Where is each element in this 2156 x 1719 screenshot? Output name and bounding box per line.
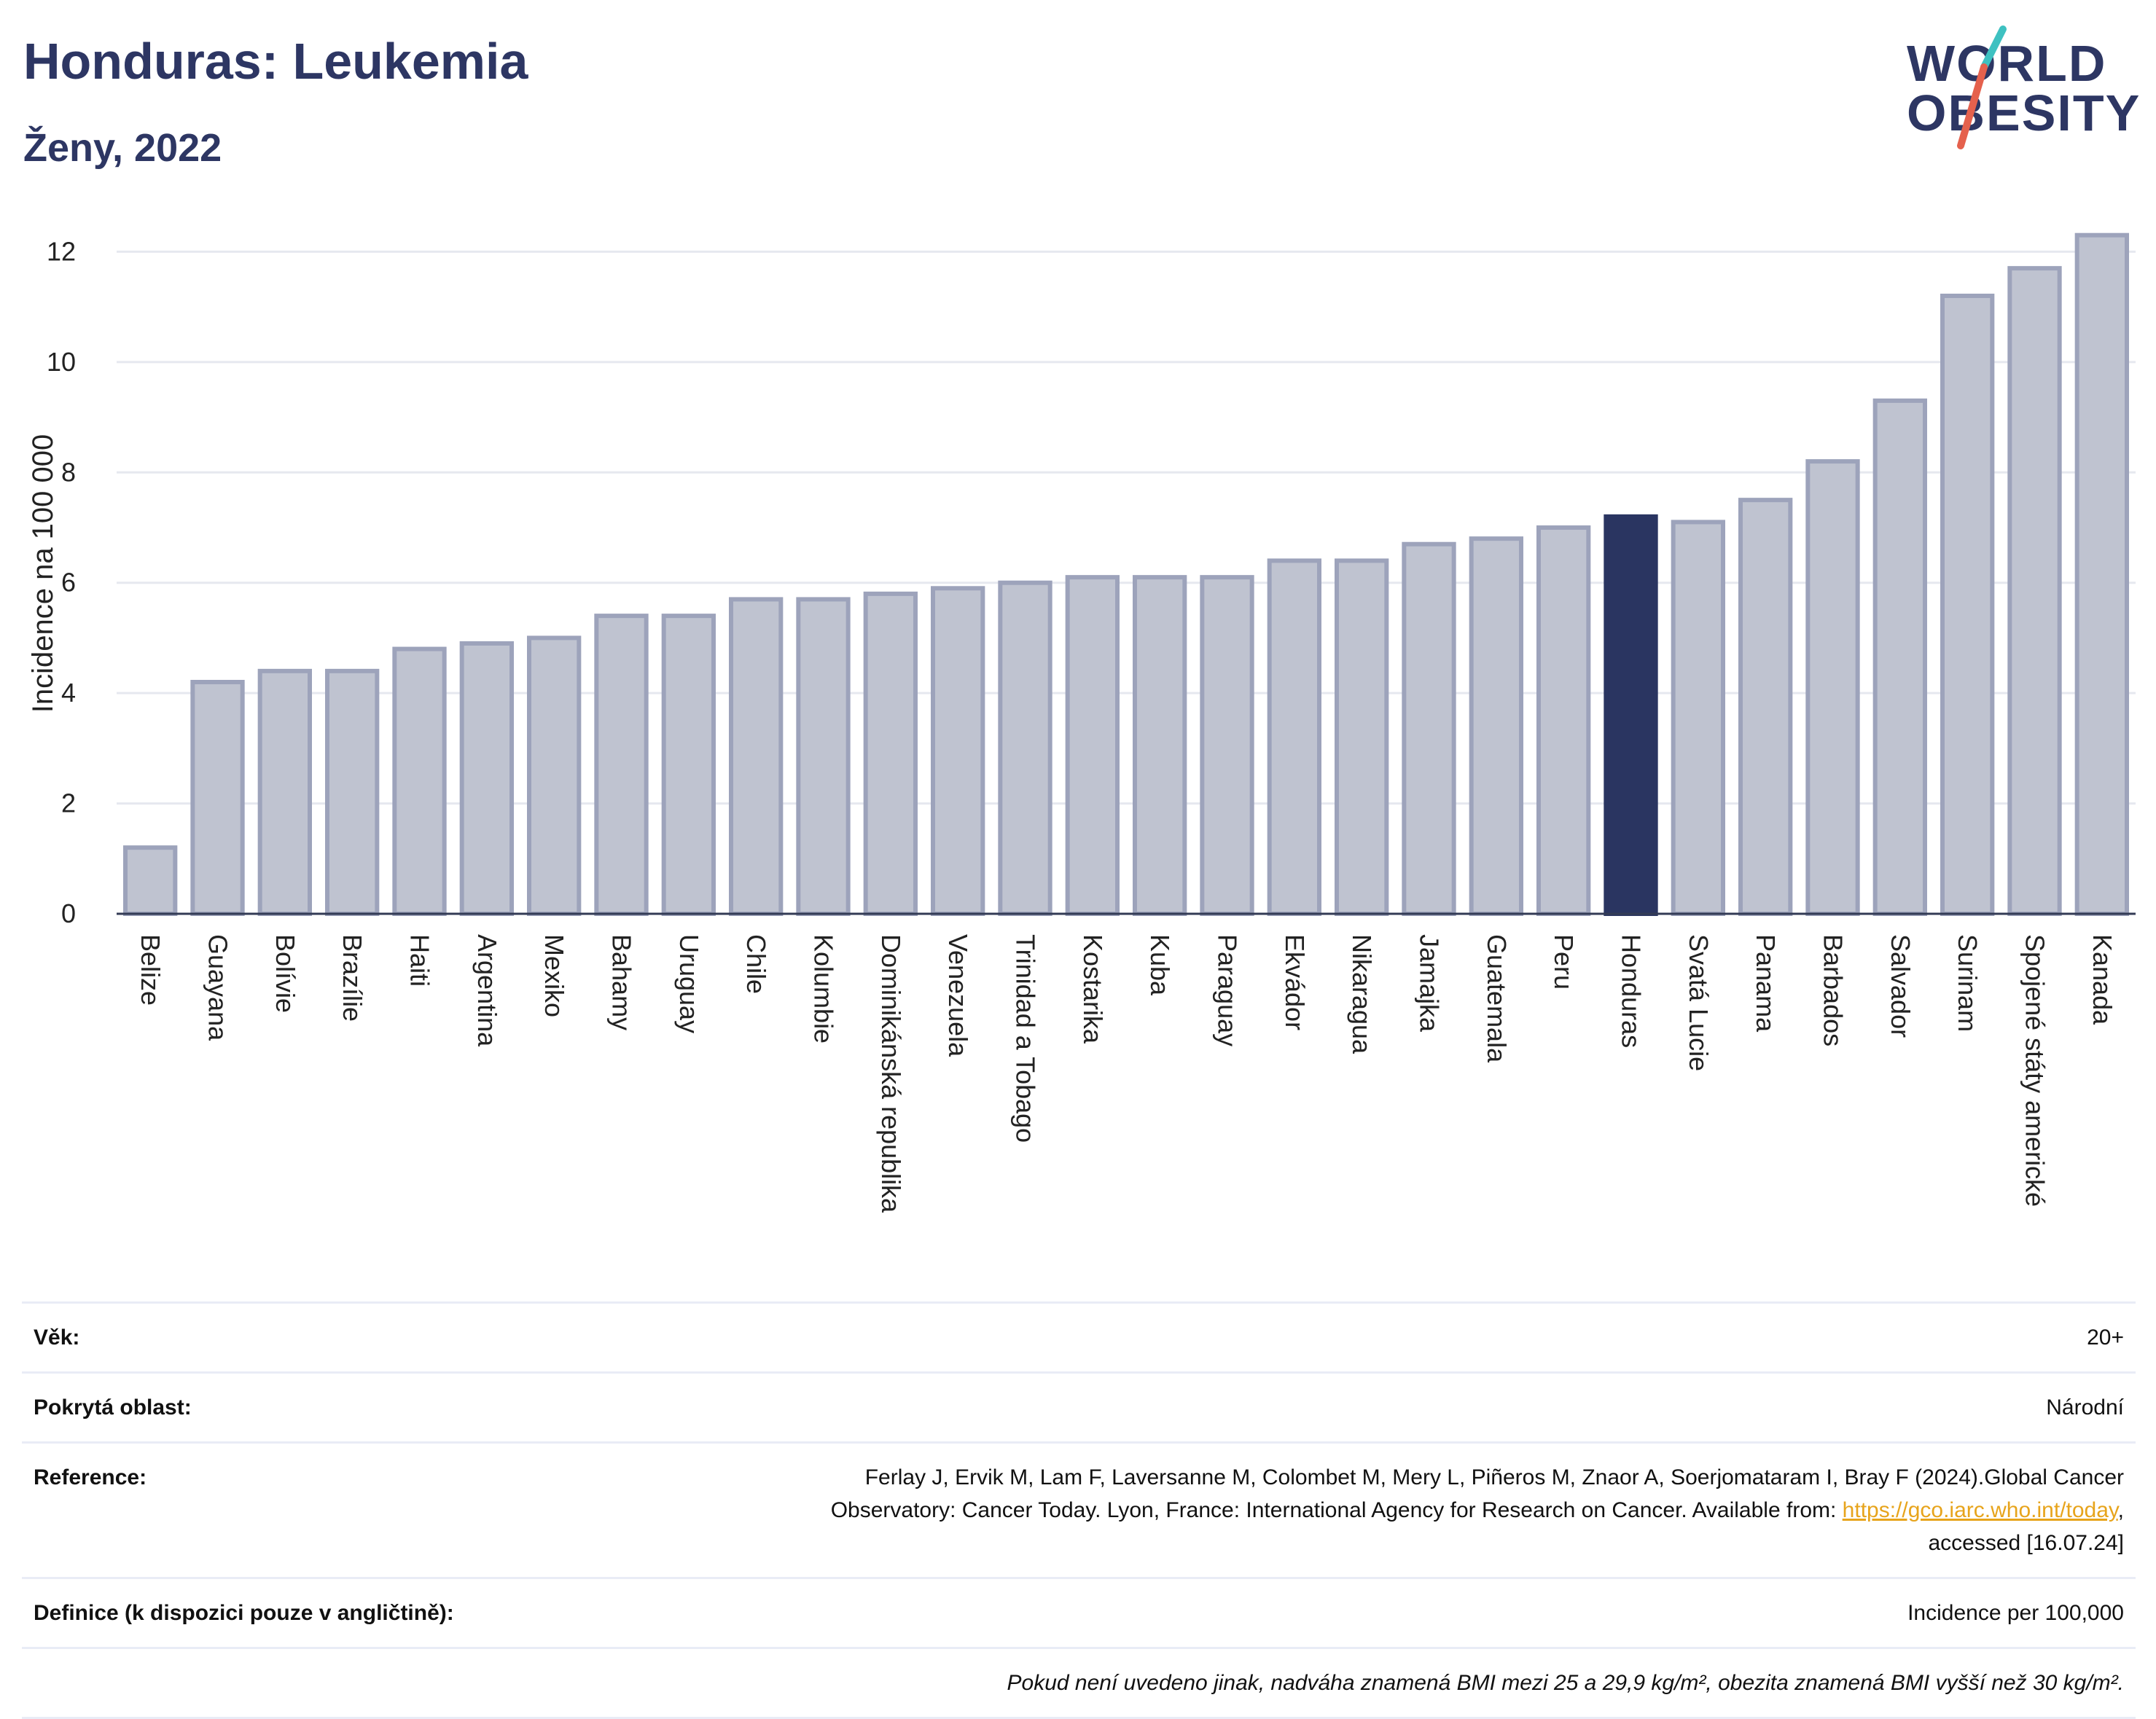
bar [1200, 575, 1254, 917]
logo-line-2: OBESITY [1907, 85, 2141, 141]
x-tick-label: Bahamy [607, 934, 637, 1030]
info-row-definition: Definice (k dispozici pouze v angličtině… [22, 1577, 2136, 1648]
reference-link[interactable]: https://gco.iarc.who.int/today [1842, 1498, 2118, 1522]
info-table: Věk: 20+ Pokrytá oblast: Národní Referen… [22, 1301, 2136, 1719]
bar [998, 580, 1052, 916]
bar [729, 597, 784, 917]
info-row-note: Pokud není uvedeno jinak, nadváha znamen… [22, 1647, 2136, 1719]
bar [527, 635, 582, 917]
bar [1267, 558, 1321, 917]
bar [1402, 541, 1456, 916]
x-tick-label: Chile [741, 934, 771, 994]
bar [863, 591, 918, 916]
y-tick-label: 0 [61, 898, 76, 928]
bar [1604, 514, 1658, 916]
x-tick-label: Guatemala [1482, 934, 1512, 1063]
bar [1065, 575, 1120, 917]
bar [1469, 536, 1523, 916]
reference-label: Reference: [22, 1441, 497, 1578]
y-tick-label: 6 [61, 568, 76, 598]
bar [123, 845, 178, 916]
bar [1940, 294, 1995, 916]
area-label: Pokrytá oblast: [22, 1371, 497, 1443]
bar [661, 614, 716, 917]
reference-line-2: Observatory: Cancer Today. Lyon, France:… [830, 1498, 1837, 1522]
bar [796, 597, 851, 917]
x-tick-label: Mexiko [539, 934, 569, 1017]
x-tick-label: Argentina [472, 934, 502, 1047]
x-tick-label: Guayana [203, 934, 233, 1041]
x-tick-label: Svatá Lucie [1684, 934, 1714, 1071]
bar [257, 668, 312, 916]
area-value: Národní [497, 1371, 2136, 1443]
footnote: Pokud není uvedeno jinak, nadváha znamen… [22, 1647, 2136, 1719]
bar [931, 586, 985, 916]
info-row-age: Věk: 20+ [22, 1301, 2136, 1373]
bar [2074, 232, 2129, 916]
y-axis-label: Incidence na 100 000 [27, 434, 59, 713]
bar [392, 646, 447, 916]
definition-value: Incidence per 100,000 [497, 1577, 2136, 1648]
definition-label: Definice (k dispozici pouze v angličtině… [22, 1577, 497, 1648]
x-tick-label: Ekvádor [1280, 934, 1310, 1030]
info-row-reference: Reference: Ferlay J, Ervik M, Lam F, Lav… [22, 1441, 2136, 1578]
bar [459, 641, 514, 916]
chart-title: Honduras: Leukemia [23, 33, 528, 90]
y-tick-label: 2 [61, 788, 76, 818]
x-tick-label: Kuba [1145, 934, 1175, 996]
bar [1335, 558, 1389, 917]
x-tick-label: Kanada [2087, 934, 2117, 1025]
y-tick-label: 12 [47, 236, 76, 266]
reference-line-1: Ferlay J, Ervik M, Lam F, Laversanne M, … [864, 1465, 2124, 1489]
x-tick-label: Panama [1751, 934, 1781, 1033]
world-obesity-logo: WORLD OBESITY [1902, 22, 2143, 153]
x-tick-label: Dominikánská republika [876, 934, 906, 1213]
x-tick-label: Spojené státy americké [2020, 934, 2050, 1207]
x-tick-label: Bolívie [270, 934, 300, 1013]
x-tick-label: Jamajka [1415, 934, 1445, 1033]
x-tick-label: Surinam [1953, 934, 1983, 1032]
reference-line-3: accessed [16.07.24] [1928, 1531, 2124, 1555]
y-tick-label: 8 [61, 457, 76, 487]
bar [2007, 266, 2062, 916]
reference-value: Ferlay J, Ervik M, Lam F, Laversanne M, … [497, 1441, 2136, 1578]
bar-chart: 0 2 4 6 8 10 12 Incidence na 100 000 Belize Guaya… [27, 232, 2136, 1213]
bar [1536, 525, 1591, 916]
logo-line-1: WORLD [1907, 35, 2107, 92]
x-tick-label: Nikaragua [1347, 934, 1377, 1054]
bar [594, 614, 649, 917]
bar [1872, 398, 1927, 916]
x-tick-label: Trinidad a Tobago [1011, 934, 1041, 1143]
age-value: 20+ [497, 1301, 2136, 1373]
x-tick-label: Salvador [1886, 934, 1915, 1038]
x-tick-label: Peru [1549, 934, 1579, 990]
y-tick-label: 4 [61, 678, 76, 708]
age-label: Věk: [22, 1301, 497, 1373]
x-tick-label: Barbados [1819, 934, 1848, 1046]
logo-slash-icon [1957, 26, 2007, 149]
x-tick-label: Haiti [405, 934, 435, 987]
bar [1133, 575, 1187, 917]
y-tick-label: 10 [47, 347, 76, 377]
x-tick-label: Paraguay [1213, 934, 1243, 1046]
x-tick-label: Venezuela [943, 934, 973, 1057]
x-tick-label: Honduras [1617, 934, 1647, 1048]
x-tick-label: Uruguay [674, 934, 704, 1033]
bar [1738, 498, 1793, 916]
bar [1805, 459, 1860, 916]
x-tick-label: Brazílie [337, 934, 367, 1022]
bar [1671, 520, 1725, 916]
x-tick-label: Belize [136, 934, 165, 1006]
chart-subtitle: Ženy, 2022 [23, 126, 222, 170]
bar [190, 680, 245, 916]
x-tick-label: Kolumbie [809, 934, 839, 1043]
info-row-area: Pokrytá oblast: Národní [22, 1371, 2136, 1443]
x-tick-label: Kostarika [1078, 934, 1108, 1044]
bar [325, 668, 380, 916]
